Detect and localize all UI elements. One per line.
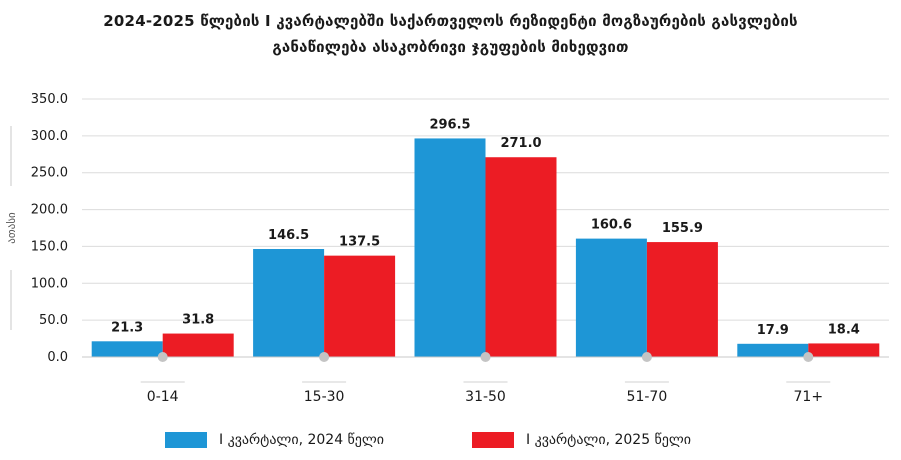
y-tick-label: 150.0 [31,239,68,254]
legend-item-2024: I კვარტალი, 2024 წელი [165,432,384,448]
x-tick-label: 31-50 [465,389,506,405]
legend-label-2024: I კვარტალი, 2024 წელი [219,432,385,448]
x-tick-marker [480,352,491,362]
bar-31-50-series-1 [414,138,486,357]
data-label: 296.5 [429,117,470,132]
x-tick-marker [157,352,168,362]
x-tick-label: 71+ [794,389,824,405]
x-tick-marker [641,352,652,362]
bar-chart: ათასი 0.0 50.0 100.0 150.0 200.0 250.0 300.0 35… [5,92,889,405]
data-label: 21.3 [111,320,143,335]
x-tick-label: 0-14 [147,389,179,405]
bar-71+-series-2 [808,343,880,357]
chart-title-line-1: 2024-2025 წლების I კვარტალებში საქართველ… [103,12,798,30]
legend-item-2025: I კვარტალი, 2025 წელი [472,432,691,448]
data-label: 146.5 [268,228,309,243]
data-label: 160.6 [591,218,632,233]
gridlines [82,98,889,321]
bar-0-14-series-2 [162,333,234,357]
y-axis-title-group: ათასი [5,126,18,330]
bar-31-50-series-2 [485,157,557,357]
y-tick-label: 100.0 [31,276,68,291]
y-axis-ticks: 0.0 50.0 100.0 150.0 200.0 250.0 300.0 350.0 [31,92,68,365]
chart-title-line-2: განაწილება ასაკობრივი ჯგუფების მიხედვით [272,38,629,56]
data-label: 31.8 [182,313,214,328]
y-tick-label: 350.0 [31,92,68,107]
bar-71+-series-1 [737,343,809,357]
bars [91,138,880,357]
bar-15-30-series-2 [324,255,396,357]
y-tick-label: 0.0 [47,350,68,365]
y-tick-label: 50.0 [39,313,68,328]
data-label: 271.0 [500,136,541,151]
x-tick-marker [319,352,330,362]
y-tick-label: 300.0 [31,129,68,144]
bar-51-70-series-1 [575,238,647,357]
legend: I კვარტალი, 2024 წელი I კვარტალი, 2025 წ… [0,432,901,454]
legend-label-2025: I კვარტალი, 2025 წელი [526,432,692,448]
chart-title: 2024-2025 წლების I კვარტალებში საქართველ… [0,8,901,60]
x-axis: 0-14 15-30 31-50 51-70 71+ [82,352,889,405]
data-label: 17.9 [757,323,789,338]
data-label: 155.9 [662,221,703,236]
data-label: 18.4 [828,322,860,337]
legend-swatch-2024 [165,432,207,448]
x-tick-marker [803,352,814,362]
data-label: 137.5 [339,235,380,250]
y-axis-title: ათასი [5,212,18,244]
x-tick-label: 15-30 [304,389,345,405]
bar-51-70-series-2 [646,242,718,357]
bar-0-14-series-1 [91,341,163,357]
bar-15-30-series-1 [253,249,325,357]
legend-swatch-2025 [472,432,514,448]
x-tick-label: 51-70 [627,389,668,405]
y-tick-label: 200.0 [31,203,68,218]
y-tick-label: 250.0 [31,166,68,181]
data-labels: 21.3 146.5 296.5 160.6 17.9 31.8 137.5 271.0 155… [111,117,860,337]
